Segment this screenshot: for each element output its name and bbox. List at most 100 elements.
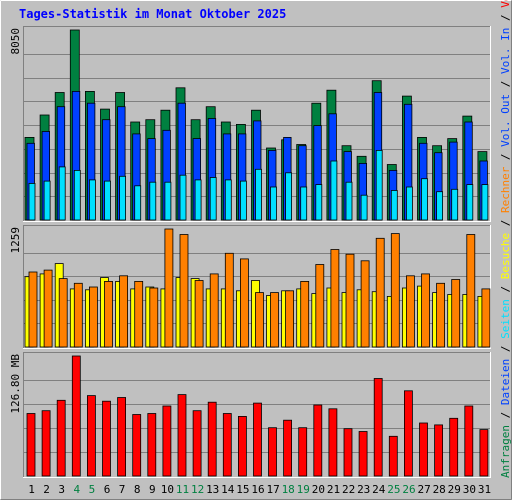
bar-volumen-day-21 [328, 408, 338, 477]
bar-rechner-day-28 [436, 282, 446, 348]
legend-part: Seiten [499, 299, 512, 339]
legend-part: Vol. In [499, 28, 512, 74]
bar-rechner-day-31 [481, 288, 491, 348]
bar-seiten-day-27 [421, 178, 428, 221]
panel-volume: 126.80 MB [9, 352, 491, 478]
day-label-11: 11 [176, 483, 189, 496]
day-label-1: 1 [28, 483, 35, 496]
bar-rechner-day-25 [390, 233, 400, 348]
bar-seiten-day-30 [466, 184, 474, 221]
day-label-29: 29 [448, 483, 461, 496]
bar-seiten-day-17 [270, 186, 277, 221]
legend-part: Anfragen [499, 425, 512, 478]
bar-seiten-day-20 [315, 184, 323, 221]
day-label-2: 2 [43, 483, 50, 496]
day-label-31: 31 [478, 483, 491, 496]
bar-volumen-day-31 [479, 429, 489, 477]
bar-rechner-day-14 [224, 252, 234, 348]
day-label-5: 5 [89, 483, 96, 496]
bar-seiten-day-3 [58, 166, 66, 221]
bar-rechner-day-12 [194, 280, 204, 348]
panel-hits: 8050 [9, 26, 491, 222]
bar-volumen-day-1 [26, 413, 36, 477]
day-label-22: 22 [342, 483, 355, 496]
bar-seiten-day-26 [405, 186, 413, 221]
bar-volumen-day-10 [162, 405, 172, 477]
bar-volumen-day-23 [358, 431, 368, 477]
bar-rechner-day-5 [89, 286, 98, 348]
legend-part: / [499, 405, 512, 425]
bar-rechner-day-9 [149, 287, 159, 348]
legend-part: Volumen [499, 0, 512, 8]
bar-volumen-day-8 [132, 414, 142, 477]
bar-seiten-day-18 [285, 172, 293, 221]
bar-volumen-day-2 [41, 410, 51, 477]
day-label-17: 17 [266, 483, 279, 496]
bar-rechner-day-16 [255, 292, 264, 348]
legend-part: / [499, 339, 512, 359]
chart-panels: 8050 1259 126.80 MB [9, 26, 491, 478]
bar-volumen-day-29 [449, 417, 459, 477]
bar-rechner-day-11 [179, 234, 189, 348]
panel-visits: 1259 [9, 225, 491, 349]
bar-rechner-day-15 [239, 258, 249, 348]
bar-volumen-day-24 [373, 378, 383, 477]
bar-rechner-day-6 [104, 280, 113, 348]
bar-rechner-day-17 [270, 292, 279, 348]
day-label-12: 12 [191, 483, 204, 496]
bar-seiten-day-24 [375, 149, 383, 221]
bar-rechner-day-29 [451, 279, 461, 348]
bar-volumen-day-25 [388, 435, 398, 477]
day-label-19: 19 [297, 483, 310, 496]
day-label-8: 8 [134, 483, 141, 496]
bar-rechner-day-30 [466, 234, 476, 348]
bar-seiten-day-2 [43, 180, 51, 221]
bar-volumen-day-27 [419, 422, 428, 477]
bar-rechner-day-13 [209, 273, 219, 348]
bar-rechner-day-26 [405, 275, 415, 348]
bar-volumen-day-16 [253, 402, 262, 477]
bar-seiten-day-11 [179, 174, 187, 221]
day-label-24: 24 [372, 483, 386, 496]
day-label-13: 13 [206, 483, 219, 496]
bar-volumen-day-26 [403, 390, 413, 477]
bar-rechner-day-3 [58, 278, 68, 348]
bar-rechner-day-19 [300, 280, 310, 348]
bar-seiten-day-8 [134, 185, 142, 221]
bar-volumen-day-6 [102, 400, 111, 477]
bar-rechner-day-24 [375, 237, 385, 348]
day-label-25: 25 [387, 483, 400, 496]
legend-part: / [499, 147, 512, 167]
bar-rechner-day-20 [315, 264, 325, 348]
bar-rechner-day-22 [345, 253, 355, 348]
legend-part: Rechner [499, 166, 512, 213]
bar-rechner-day-2 [43, 269, 53, 348]
day-label-18: 18 [282, 483, 295, 496]
bar-rechner-day-21 [330, 249, 340, 348]
panel-max-label: 126.80 MB [9, 354, 22, 414]
day-label-4: 4 [73, 483, 80, 496]
bar-seiten-day-19 [300, 186, 308, 221]
bar-seiten-day-10 [164, 181, 172, 221]
bar-volumen-day-3 [56, 399, 66, 477]
day-label-26: 26 [402, 483, 415, 496]
bar-volumen-day-22 [343, 428, 353, 477]
bar-seiten-day-14 [224, 179, 232, 221]
day-axis-labels: 1 2 3 4 5 6 7 8 9 10 11 12 13 14 15 16 17 18 19 20 21 22 23 24 2… [28, 483, 491, 496]
bar-seiten-day-23 [360, 194, 368, 221]
day-label-3: 3 [58, 483, 65, 496]
legend-part: / [499, 213, 512, 233]
bar-volumen-day-11 [177, 394, 187, 477]
day-label-23: 23 [357, 483, 370, 496]
bar-seiten-day-22 [345, 181, 353, 221]
bar-seiten-day-25 [390, 190, 398, 221]
panel-max-label: 8050 [9, 28, 22, 55]
legend-part: / [499, 74, 512, 94]
legend-part: Dateien [499, 359, 512, 405]
bar-volumen-day-15 [237, 415, 247, 477]
bar-seiten-day-5 [89, 179, 96, 221]
bar-volumen-day-17 [268, 427, 277, 477]
bar-volumen-day-28 [434, 424, 444, 477]
legend-part: / [499, 279, 512, 299]
bar-rechner-day-18 [285, 290, 295, 348]
